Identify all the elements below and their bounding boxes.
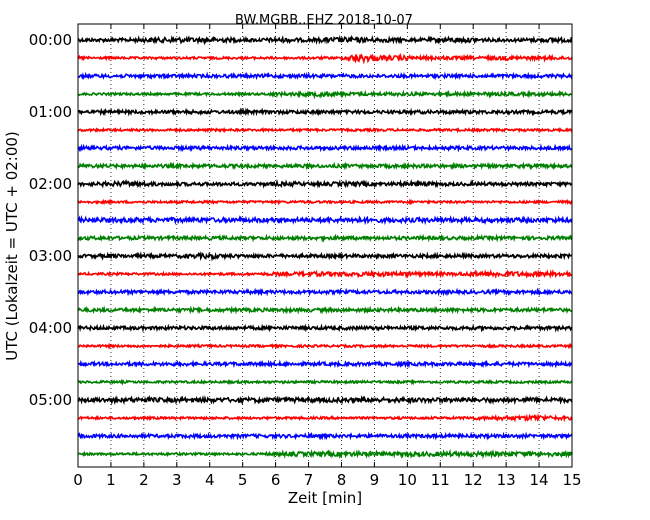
trace-0100: [77, 107, 573, 117]
y-tick-label: 00:00: [29, 31, 72, 49]
x-axis-label: Zeit [min]: [288, 489, 362, 507]
trace-0315: [77, 268, 573, 280]
seismogram-traces: [77, 34, 573, 460]
x-tick-label: 4: [205, 471, 215, 489]
trace-0445: [77, 378, 573, 386]
plot-frame: [77, 23, 573, 468]
y-tick-label: 02:00: [29, 175, 72, 193]
trace-0300: [77, 251, 573, 262]
x-tick-label: 5: [238, 471, 248, 489]
x-tick-label: 3: [172, 471, 182, 489]
x-tick-label: 9: [370, 471, 380, 489]
trace-0000: [77, 34, 573, 46]
trace-0500: [77, 394, 573, 406]
trace-0215: [77, 198, 573, 206]
x-tick-label: 13: [497, 471, 516, 489]
y-tick-label: 05:00: [29, 391, 72, 409]
x-tick-label: 10: [398, 471, 417, 489]
y-tick-label: 04:00: [29, 319, 72, 337]
trace-0045: [77, 89, 573, 100]
x-axis: 0 1 2 3 4 5 6 7 8 9 10 11 12 13 14 15: [73, 24, 582, 489]
trace-0415: [77, 342, 573, 350]
trace-0330: [77, 287, 573, 297]
chart-title: BW.MGBB..EHZ 2018-10-07: [235, 13, 413, 28]
trace-0545: [77, 448, 573, 460]
x-tick-label: 14: [530, 471, 549, 489]
trace-0430: [77, 359, 573, 369]
x-tick-label: 2: [139, 471, 149, 489]
x-tick-label: 7: [304, 471, 314, 489]
y-tick-label: 01:00: [29, 103, 72, 121]
trace-0515: [77, 412, 573, 423]
trace-0230: [77, 214, 573, 226]
trace-0200: [77, 178, 573, 189]
trace-0530: [77, 431, 573, 441]
y-axis: 00:00 01:00 02:00 03:00 04:00 05:00: [29, 31, 572, 409]
trace-0130: [77, 143, 573, 153]
x-tick-label: 1: [106, 471, 116, 489]
trace-0345: [77, 305, 573, 315]
trace-0245: [77, 233, 573, 243]
trace-0030: [77, 71, 573, 81]
x-tick-label: 0: [73, 471, 83, 489]
trace-0015: [77, 52, 573, 65]
x-tick-label: 11: [431, 471, 450, 489]
trace-0145: [77, 161, 573, 171]
x-tick-label: 15: [562, 471, 581, 489]
x-tick-label: 8: [337, 471, 347, 489]
y-axis-label: UTC (Lokalzeit = UTC + 02:00): [3, 131, 21, 361]
y-tick-label: 03:00: [29, 247, 72, 265]
trace-0400: [77, 323, 573, 333]
x-tick-label: 6: [271, 471, 281, 489]
x-tick-label: 12: [464, 471, 483, 489]
trace-0115: [77, 126, 573, 134]
